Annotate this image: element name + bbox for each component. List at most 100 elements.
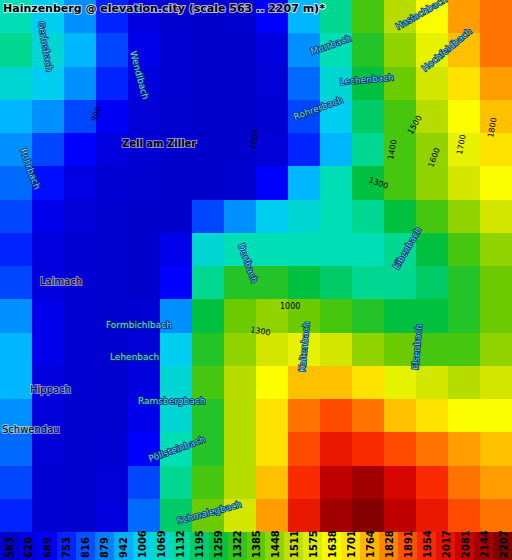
stream-label: Kaltenbach (297, 321, 311, 372)
color-bar-label: 2144 (479, 530, 490, 558)
elevation-cell (480, 366, 512, 400)
elevation-cell (416, 200, 449, 234)
elevation-cell (64, 466, 97, 500)
elevation-cell (192, 133, 225, 167)
stream-label: Dorfbach (236, 242, 259, 284)
stream-label: Ramsbergbach (138, 396, 205, 406)
color-bar-label: 1132 (175, 530, 186, 558)
elevation-cell (64, 67, 97, 101)
elevation-cell (288, 499, 321, 532)
elevation-cell (64, 499, 97, 532)
elevation-cell (416, 233, 449, 267)
elevation-cell (192, 100, 225, 134)
elevation-cell (64, 333, 97, 367)
elevation-cell (448, 200, 481, 234)
elevation-cell (480, 233, 512, 267)
elevation-cell (224, 100, 257, 134)
elevation-cell (320, 233, 353, 267)
elevation-cell (288, 466, 321, 500)
elevation-cell (96, 67, 129, 101)
elevation-cell (480, 432, 512, 466)
elevation-cell (352, 233, 385, 267)
elevation-cell (256, 33, 289, 67)
elevation-cell (384, 266, 417, 300)
elevation-cell (160, 166, 193, 200)
elevation-cell (256, 266, 289, 300)
elevation-cell (448, 266, 481, 300)
elevation-cell (352, 33, 385, 67)
elevation-cell (96, 399, 129, 433)
elevation-cell (224, 200, 257, 234)
elevation-cell (32, 466, 65, 500)
contour-label: 1000 (248, 129, 260, 151)
elevation-cell (448, 233, 481, 267)
elevation-cell (352, 366, 385, 400)
elevation-cell (96, 233, 129, 267)
elevation-cell (352, 466, 385, 500)
elevation-cell (256, 67, 289, 101)
elevation-cell (288, 233, 321, 267)
elevation-cell (96, 200, 129, 234)
color-bar-label: 1322 (232, 530, 243, 558)
color-bar-label: 1385 (251, 530, 262, 558)
elevation-cell (448, 432, 481, 466)
color-bar-label: 1701 (346, 530, 357, 558)
elevation-cell (320, 299, 353, 333)
elevation-cell (320, 399, 353, 433)
elevation-cell (0, 200, 33, 234)
elevation-cell (416, 166, 449, 200)
elevation-cell (192, 333, 225, 367)
elevation-cell (288, 67, 321, 101)
elevation-cell (96, 366, 129, 400)
contour-label: 1500 (406, 114, 424, 136)
elevation-cell (256, 200, 289, 234)
color-bar-cell (114, 532, 133, 560)
elevation-cell (192, 366, 225, 400)
elevation-cell (64, 133, 97, 167)
elevation-grid (0, 0, 512, 532)
elevation-cell (448, 499, 481, 532)
elevation-cell (96, 33, 129, 67)
elevation-cell (256, 466, 289, 500)
contour-label: 900 (89, 105, 103, 122)
contour-label: 1600 (426, 146, 441, 168)
stream-label: Rohrerbach (292, 95, 344, 122)
elevation-cell (256, 366, 289, 400)
map: Zell am ZillerLaimachHippachSchwendauGer… (0, 0, 512, 560)
elevation-cell (416, 366, 449, 400)
elevation-cell (0, 67, 33, 101)
color-bar-label: 2081 (460, 530, 471, 558)
elevation-cell (320, 366, 353, 400)
elevation-cell (32, 299, 65, 333)
contour-label: 1700 (455, 134, 467, 156)
color-bar-cell (95, 532, 114, 560)
contour-label: 1800 (486, 117, 498, 139)
elevation-cell (0, 33, 33, 67)
elevation-cell (384, 466, 417, 500)
color-bar-label: 2017 (441, 530, 452, 558)
color-bar-label: 1069 (156, 530, 167, 558)
stream-label: Haslachbach (394, 0, 449, 32)
title: Hainzenberg @ elevation.city (scale 563 … (3, 2, 325, 15)
contour-label: 1300 (367, 175, 389, 190)
elevation-cell (448, 466, 481, 500)
elevation-cell (480, 499, 512, 532)
elevation-cell (256, 333, 289, 367)
elevation-cell (288, 133, 321, 167)
elevation-cell (256, 100, 289, 134)
elevation-cell (480, 67, 512, 101)
elevation-cell (192, 466, 225, 500)
elevation-cell (320, 200, 353, 234)
elevation-cell (0, 499, 33, 532)
elevation-cell (256, 499, 289, 532)
color-bar-label: 1891 (403, 530, 414, 558)
stream-label: Lehenbach (110, 352, 159, 362)
elevation-cell (288, 399, 321, 433)
elevation-cell (0, 366, 33, 400)
elevation-cell (32, 499, 65, 532)
stream-label: Lechenbach (339, 72, 394, 87)
elevation-cell (384, 299, 417, 333)
color-bar-label: 1828 (384, 530, 395, 558)
elevation-cell (288, 166, 321, 200)
elevation-cell (256, 432, 289, 466)
